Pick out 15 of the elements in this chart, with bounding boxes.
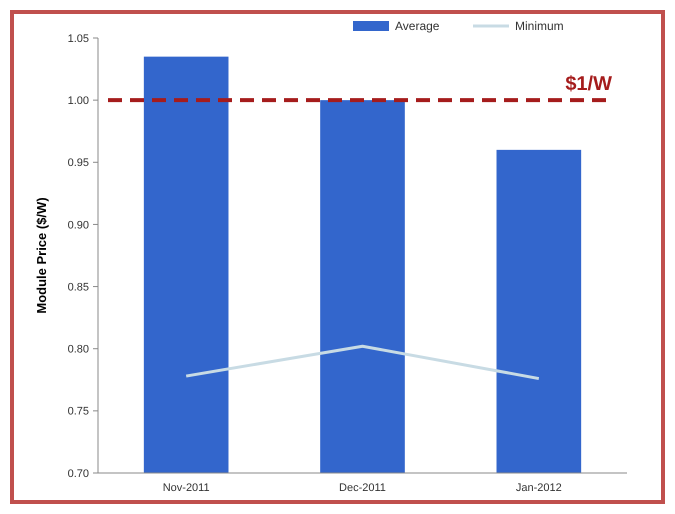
legend-label: Average bbox=[395, 19, 440, 34]
legend-label: Minimum bbox=[515, 19, 564, 34]
x-tick-label: Jan-2012 bbox=[516, 482, 562, 494]
y-tick-label: 0.80 bbox=[68, 344, 89, 356]
y-tick-label: 0.75 bbox=[68, 406, 89, 418]
ref-line-label: $1/W bbox=[565, 73, 612, 96]
y-tick-label: 1.05 bbox=[68, 32, 89, 45]
y-tick-label: 0.90 bbox=[68, 219, 89, 232]
y-tick-label: 0.95 bbox=[68, 157, 89, 170]
y-tick-label: 1.00 bbox=[68, 94, 89, 107]
y-tick-label: 0.70 bbox=[68, 468, 89, 480]
x-tick-label: Dec-2011 bbox=[339, 482, 386, 494]
x-tick-label: Nov-2011 bbox=[162, 482, 210, 494]
y-axis-title: Module Price ($/W) bbox=[34, 197, 49, 314]
y-tick-label: 0.85 bbox=[68, 281, 89, 294]
